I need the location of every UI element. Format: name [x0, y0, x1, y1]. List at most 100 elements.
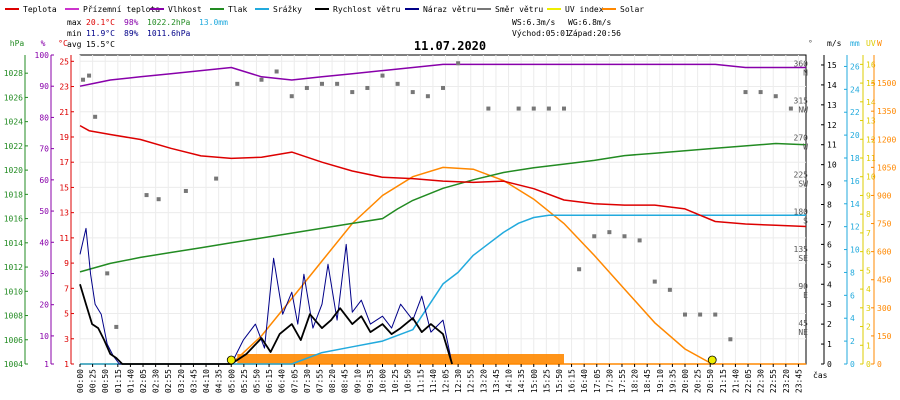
x-tick-label: 07:05 [290, 369, 299, 393]
wind-dir-point [546, 106, 551, 111]
axis-hpa-tick-label: 1008 [4, 312, 23, 321]
wind-dir-point [289, 94, 294, 99]
wind-dir-point [456, 61, 461, 66]
axis-ms-tick-label: 6 [827, 240, 832, 249]
stat-max-temp: 20.1°C [86, 18, 115, 27]
legend-label-2: Vlhkost [168, 5, 202, 14]
axis-hpa-tick-label: 1016 [4, 215, 23, 224]
axis-dir-label: E [803, 291, 808, 300]
wind-dir-point [395, 81, 400, 86]
axis-uv-tick-label: 9 [866, 191, 871, 200]
x-tick-label: 01:15 [114, 369, 123, 393]
legend-label-9: Solar [620, 5, 644, 14]
axis-mm-tick-label: 24 [850, 85, 860, 94]
x-tick-label: 21:15 [719, 369, 728, 393]
x-tick-label: 22:55 [769, 369, 778, 393]
axis-ms-tick-label: 14 [827, 81, 837, 90]
stat-max-press: 1022.2hPa [147, 18, 191, 27]
axis-ms-tick-label: 5 [827, 260, 832, 269]
uv-marker [226, 355, 236, 365]
x-tick-label: 10:50 [404, 369, 413, 393]
wind-dir-point [441, 85, 445, 90]
axis-ms-tick-label: 8 [827, 201, 832, 210]
axis-mm-tick-label: 16 [850, 177, 860, 186]
wind-dir-point [773, 94, 778, 99]
x-tick-label: 13:45 [492, 369, 501, 393]
x-tick-label: 11:15 [416, 369, 425, 393]
x-tick-label: 23:20 [782, 369, 791, 393]
x-tick-label: 07:30 [303, 369, 312, 393]
rain-line [80, 214, 806, 365]
axis-hpa-tick-label: 1010 [4, 287, 23, 296]
wind-dir-point [698, 312, 703, 317]
axis-pct-tick-label: 30 [39, 269, 49, 278]
axis-hpa-tick-label: 1028 [4, 69, 23, 78]
stat-max-label: max [67, 18, 82, 27]
wind-dir-point [320, 81, 324, 86]
x-tick-label: 06:40 [278, 369, 287, 393]
x-tick-label: 12:55 [467, 369, 476, 393]
x-tick-label: 15:50 [555, 369, 564, 393]
axis-uv-tick-label: 0 [866, 360, 871, 369]
axis-uv-tick-label: 6 [866, 248, 871, 257]
axis-ms-tick-label: 13 [827, 101, 837, 110]
axis-ms-tick-label: 11 [827, 141, 837, 150]
x-tick-label: 05:50 [252, 369, 261, 393]
wind-dir-point [235, 81, 240, 86]
x-tick-label: 02:30 [152, 369, 161, 393]
axis-degc-tick-label: 7 [64, 284, 69, 293]
x-tick-label: 13:20 [479, 369, 488, 393]
axis-ms-unit: m/s [827, 39, 842, 48]
axis-deg-tick-label: 135 [794, 245, 809, 254]
x-tick-label: 22:05 [744, 369, 753, 393]
wind-dir-point [728, 337, 733, 342]
wind-dir-point [788, 106, 793, 111]
x-tick-label: 19:35 [668, 369, 677, 393]
x-tick-label: 20:00 [681, 369, 690, 393]
axis-degc-tick-label: 25 [59, 57, 69, 66]
axis-ms-tick-label: 1 [827, 340, 832, 349]
axis-degc-tick-label: 19 [59, 133, 69, 142]
plot-area [79, 54, 807, 365]
legend-label-6: Náraz větru [423, 5, 476, 14]
sunset-time: Západ:20:56 [568, 29, 621, 38]
wind-dir-point [274, 69, 279, 74]
x-tick-label: 21:40 [731, 369, 740, 393]
solar-bar-fill [237, 354, 565, 364]
wind-dir-point [562, 106, 566, 111]
axis-deg-tick-label: 45 [798, 319, 808, 328]
x-tick-label: 08:20 [328, 369, 337, 393]
axis-mm-tick-label: 0 [850, 360, 855, 369]
stat-min-hum: 89% [124, 29, 139, 38]
axis-ms-tick-label: 2 [827, 320, 832, 329]
axis-degc-tick-label: 5 [64, 310, 69, 319]
axis-dir-label: SE [798, 254, 808, 263]
wind-dir-point [592, 234, 597, 239]
wind-ws: WS:6.3m/s [512, 18, 556, 27]
x-tick-label: 10:00 [379, 369, 388, 393]
legend: Teplota Přízemní teplota Vlhkost Tlak Srážky… [5, 5, 644, 14]
x-tick-label: 00:00 [76, 369, 85, 393]
x-tick-label: 10:25 [391, 369, 400, 393]
axis-degc-tick-label: 1 [64, 360, 69, 369]
axis-uv-tick-label: 5 [866, 266, 871, 275]
axis-pct-tick-label: 90 [39, 82, 49, 91]
axis-degc-tick-label: 3 [64, 335, 69, 344]
legend-label-0: Teplota [23, 5, 57, 14]
axis-pct-tick-label: 100 [35, 51, 50, 60]
x-tick-label: 16:40 [580, 369, 589, 393]
wind-dir-point [486, 106, 491, 111]
legend-label-4: Srážky [273, 5, 302, 14]
wind-dir-point [81, 77, 86, 82]
x-tick-label: 20:50 [706, 369, 715, 393]
wind-dir-point [105, 271, 110, 276]
x-tick-label: 09:10 [353, 369, 362, 393]
wind-dir-point [622, 234, 627, 239]
axis-uv-tick-label: 12 [866, 135, 876, 144]
axis-uv-tick-label: 4 [866, 285, 871, 294]
axes: hPa1004100610081010101210141016101810201… [4, 39, 897, 393]
axis-deg-tick-label: 180 [794, 208, 809, 217]
wind-gust-line [79, 227, 453, 365]
